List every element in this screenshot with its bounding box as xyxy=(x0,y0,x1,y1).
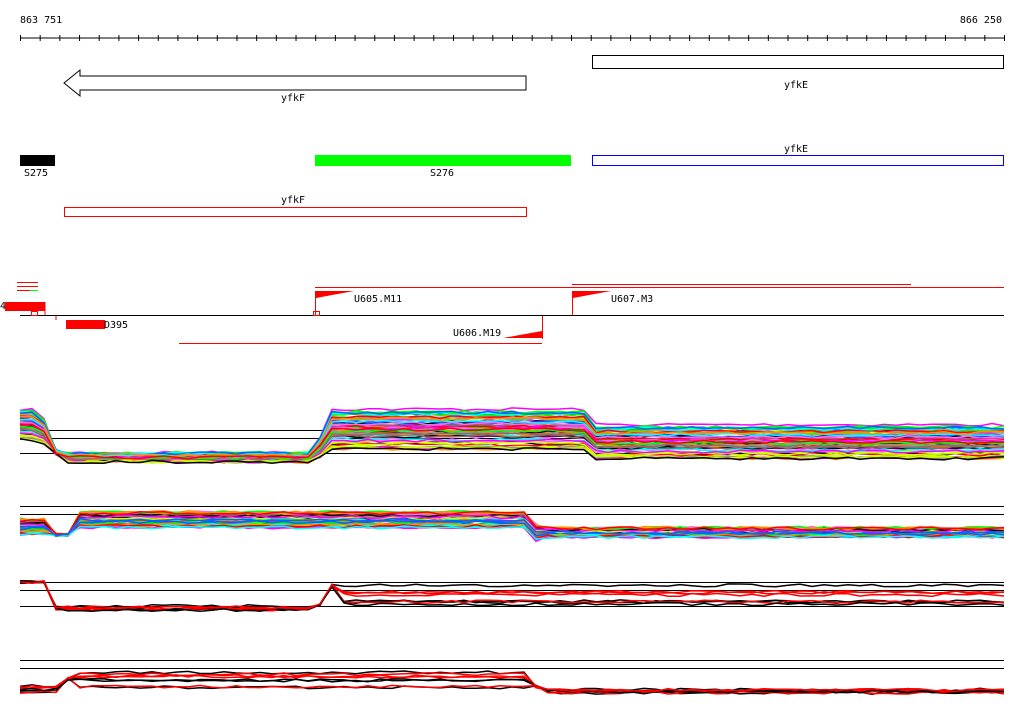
expression-trace xyxy=(19,510,1005,536)
expression-trace xyxy=(19,580,1005,610)
expression-trace xyxy=(19,672,1005,693)
left-cut-label: 4 xyxy=(0,301,6,312)
segment-bar xyxy=(592,155,1004,166)
segment-S275[interactable]: S275 xyxy=(20,155,55,179)
expression-trace xyxy=(19,580,1005,613)
transcription-features: 4 D395 U605.M11 U607.M3 U606.M19 xyxy=(0,282,1004,344)
expression-panels xyxy=(19,407,1005,696)
feature-label-u607: U607.M3 xyxy=(611,294,653,305)
gene-label: yfkF xyxy=(281,93,305,104)
expression-panel-1 xyxy=(19,407,1005,465)
expression-trace xyxy=(19,418,1005,459)
segment-yfkE-blue[interactable]: yfkE xyxy=(592,144,1004,166)
segment-label: S275 xyxy=(24,168,48,179)
expression-trace xyxy=(19,580,1005,609)
expression-panel-3 xyxy=(19,579,1005,613)
ruler-start-label: 863 751 xyxy=(20,15,62,26)
segment-label: yfkF xyxy=(281,195,305,206)
expression-trace xyxy=(19,423,1005,460)
feature-u606[interactable] xyxy=(503,331,542,338)
segment-label: yfkE xyxy=(784,144,808,155)
coordinate-ruler: 863 751 866 250 xyxy=(20,15,1005,41)
expression-trace xyxy=(19,678,1005,694)
gene-label: yfkE xyxy=(784,80,808,91)
segment-label: S276 xyxy=(430,168,454,179)
feature-label-u606: U606.M19 xyxy=(453,328,501,339)
feature-label-u605: U605.M11 xyxy=(354,294,402,305)
expression-trace xyxy=(19,517,1005,537)
expression-panel-4 xyxy=(19,660,1005,696)
expression-trace xyxy=(19,426,1005,461)
expression-trace xyxy=(19,580,1005,611)
gene-yfkE-box[interactable]: yfkE xyxy=(592,55,1004,92)
feature-mark xyxy=(313,311,320,316)
expression-trace xyxy=(19,525,1005,540)
feature-mark xyxy=(31,311,38,316)
feature-u605[interactable] xyxy=(316,291,354,298)
expression-trace xyxy=(19,437,1005,464)
feature-label-d395: D395 xyxy=(104,320,128,331)
feature-d395[interactable] xyxy=(66,320,105,329)
expression-trace xyxy=(19,410,1005,456)
expression-trace xyxy=(19,514,1004,537)
segment-bar xyxy=(315,155,571,166)
gene-yfkF-arrow[interactable]: yfkF xyxy=(63,68,527,104)
ruler-end-label: 866 250 xyxy=(960,15,1002,26)
segment-S276[interactable]: S276 xyxy=(315,155,571,179)
feature-block[interactable] xyxy=(5,302,45,311)
feature-u607[interactable] xyxy=(573,291,611,298)
expression-trace xyxy=(19,438,1005,465)
segment-bar xyxy=(20,155,55,166)
expression-panel-2 xyxy=(19,506,1005,543)
segment-yfkF-red[interactable]: yfkF xyxy=(64,195,527,217)
gene-box-shape xyxy=(592,55,1004,69)
expression-trace xyxy=(19,415,1005,458)
segment-bar xyxy=(64,207,527,217)
gene-arrow-shape xyxy=(63,68,527,98)
